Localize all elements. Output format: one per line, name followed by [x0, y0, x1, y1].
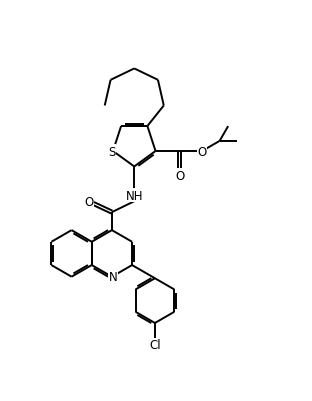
Text: O: O — [197, 145, 207, 158]
Text: Cl: Cl — [149, 338, 161, 351]
Text: S: S — [108, 145, 115, 158]
Text: O: O — [175, 169, 184, 182]
Text: NH: NH — [125, 189, 143, 202]
Text: N: N — [109, 271, 118, 284]
Text: O: O — [85, 196, 94, 209]
